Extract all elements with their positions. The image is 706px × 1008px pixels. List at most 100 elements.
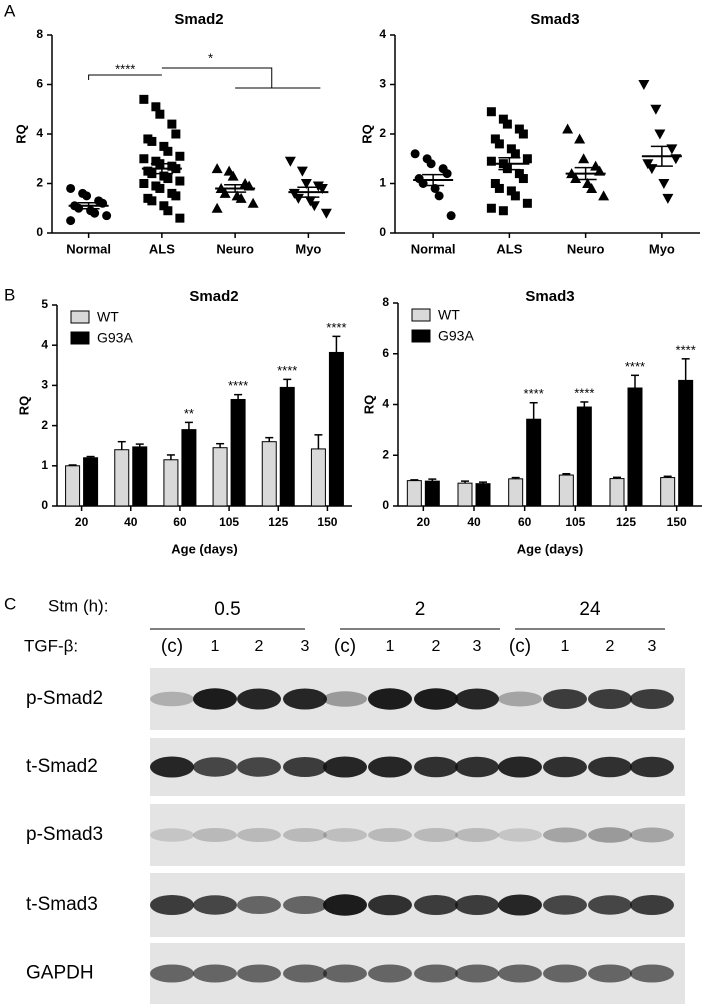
stm-value: 2	[415, 599, 426, 620]
x-tick-label: 105	[565, 515, 585, 529]
significance-label: ****	[524, 386, 544, 401]
blot-band	[323, 964, 367, 983]
lane-label: 3	[473, 638, 482, 655]
data-point	[578, 153, 590, 164]
blot-band	[498, 756, 542, 778]
data-point	[300, 179, 312, 189]
blot-band	[543, 756, 587, 778]
sem-bar	[650, 145, 673, 167]
data-point	[426, 159, 436, 169]
data-point	[102, 211, 112, 221]
bar	[609, 478, 625, 507]
bar	[310, 448, 326, 507]
blot-band	[237, 688, 281, 710]
x-tick-label: 60	[173, 515, 187, 529]
bar	[65, 465, 81, 507]
bar	[163, 459, 179, 507]
data-point	[171, 129, 181, 139]
tgf-label: TGF-β:	[24, 636, 78, 655]
significance-label: ****	[676, 342, 696, 357]
data-point	[522, 154, 532, 164]
blot-band	[150, 828, 194, 842]
y-tick-label: 4	[379, 27, 386, 41]
legend-label: WT	[97, 309, 119, 325]
lane-label: 2	[432, 638, 441, 655]
x-tick-label: 40	[467, 515, 481, 529]
y-tick-label: 1	[41, 458, 48, 472]
bar	[261, 441, 277, 507]
significance-label: ****	[574, 385, 594, 400]
lane-label: 3	[301, 638, 310, 655]
data-point	[171, 191, 181, 201]
data-point	[163, 174, 173, 184]
data-point	[502, 119, 512, 129]
data-point	[498, 206, 508, 216]
y-axis-label: RQ	[359, 124, 374, 144]
blot-band	[630, 895, 674, 915]
data-point	[320, 208, 332, 219]
y-tick-label: 8	[382, 295, 389, 309]
data-point	[586, 182, 598, 193]
blot-strip	[150, 804, 685, 866]
data-point	[247, 197, 259, 208]
blot-band	[237, 964, 281, 983]
data-point	[570, 173, 582, 184]
blot-band	[455, 756, 499, 778]
data-point	[139, 94, 149, 104]
blot-band	[368, 894, 412, 916]
y-tick-label: 4	[41, 337, 48, 351]
chart-title: Smad2	[189, 288, 238, 305]
data-point	[494, 139, 504, 149]
blot-band	[193, 688, 237, 710]
significance-label: ****	[326, 320, 346, 335]
sem-bar	[224, 183, 247, 193]
blot-band	[630, 827, 674, 843]
data-point	[66, 183, 76, 193]
bar	[279, 386, 295, 507]
error-bar	[314, 434, 323, 449]
data-point	[147, 196, 157, 206]
y-tick-label: 5	[41, 297, 48, 311]
blot-band	[368, 828, 412, 842]
data-point	[638, 80, 650, 90]
blot-band	[193, 964, 237, 983]
x-axis-label: Age (days)	[171, 541, 237, 556]
blot-band	[368, 756, 412, 778]
data-point	[486, 107, 496, 117]
blot-band	[455, 688, 499, 710]
blot-band	[193, 828, 237, 842]
blot-band	[414, 828, 458, 842]
data-point	[658, 179, 670, 189]
error-bar	[681, 358, 690, 381]
blot-band	[588, 689, 632, 709]
sem-bar	[150, 162, 173, 175]
data-point	[522, 198, 532, 208]
data-point	[316, 183, 328, 194]
significance-label: ****	[115, 61, 135, 76]
chart-title: Smad3	[530, 11, 579, 28]
lane-label: 2	[255, 638, 264, 655]
blot-row-label: GAPDH	[26, 963, 94, 984]
x-tick-label: ALS	[149, 241, 175, 256]
sem-bar	[297, 186, 320, 198]
data-point	[662, 193, 674, 204]
chart-title: Smad3	[525, 288, 574, 305]
y-tick-label: 2	[41, 418, 48, 432]
data-point	[296, 166, 308, 177]
data-point	[175, 176, 185, 186]
stm-value: 24	[579, 599, 601, 620]
data-point	[518, 174, 528, 184]
bar	[230, 398, 246, 507]
sem-bar	[574, 166, 597, 181]
bar	[114, 449, 130, 507]
stm-value: 0.5	[214, 599, 240, 620]
data-point	[155, 109, 165, 119]
legend-label: G93A	[97, 330, 133, 346]
error-bar	[184, 421, 193, 430]
data-point	[147, 136, 157, 146]
blot-band	[414, 756, 458, 778]
error-bar	[234, 393, 243, 400]
bar	[660, 477, 676, 507]
blot-band	[498, 964, 542, 983]
blot-band	[150, 895, 194, 915]
